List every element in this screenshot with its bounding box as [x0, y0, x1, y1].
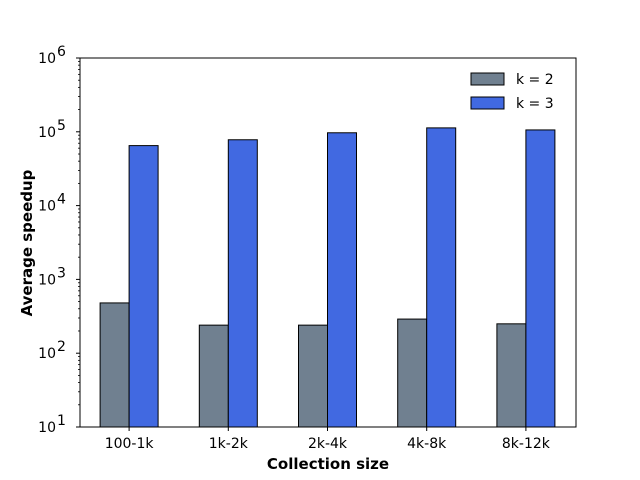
x-tick-label: 4k-8k — [407, 436, 447, 452]
bar-k3-100-1k — [128, 145, 159, 428]
legend-swatch — [470, 96, 505, 110]
x-axis-label: Collection size — [267, 455, 389, 473]
y-tick-label: 10 — [38, 199, 56, 215]
bar-k3-8k-12k — [525, 129, 556, 428]
y-tick-exponent: 4 — [57, 192, 66, 208]
bar-k3-4k-8k — [426, 127, 457, 428]
bar-k2-100-1k — [99, 302, 130, 428]
y-tick-exponent: 5 — [57, 118, 66, 134]
y-axis-label: Average speedup — [18, 169, 36, 316]
x-tick-label: 8k-12k — [502, 436, 551, 452]
bar-k2-2k-4k — [298, 324, 328, 428]
legend-label: k = 3 — [516, 96, 554, 112]
x-axis: 100-1k 1k-2k 2k-4k 4k-8k 8k-12k — [105, 427, 551, 452]
bar-k2-8k-12k — [496, 323, 527, 428]
y-tick-exponent: 2 — [57, 339, 66, 355]
bar-k3-2k-4k — [327, 132, 357, 428]
x-tick-label: 2k-4k — [308, 436, 348, 452]
y-tick-exponent: 1 — [57, 413, 66, 429]
y-tick-exponent: 6 — [57, 44, 66, 60]
y-tick-label: 10 — [38, 420, 56, 436]
y-tick-label: 10 — [38, 346, 56, 362]
legend: k = 2 k = 3 — [470, 72, 554, 112]
y-tick-label: 10 — [38, 125, 56, 141]
legend-label: k = 2 — [516, 72, 554, 88]
bar-k2-1k-2k — [198, 324, 229, 428]
y-tick-label: 10 — [38, 272, 56, 288]
bars-group — [99, 127, 556, 428]
y-tick-exponent: 3 — [57, 265, 66, 281]
legend-swatch — [470, 72, 505, 86]
y-tick-label: 10 — [38, 51, 56, 67]
x-tick-label: 100-1k — [105, 436, 155, 452]
x-tick-label: 1k-2k — [209, 436, 249, 452]
bar-k2-4k-8k — [397, 318, 428, 428]
bar-k3-1k-2k — [227, 139, 258, 428]
